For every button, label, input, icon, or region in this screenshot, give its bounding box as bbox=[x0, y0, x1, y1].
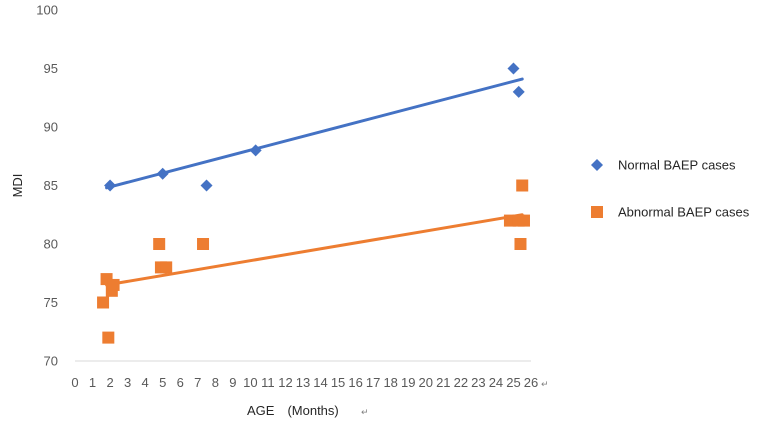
data-point-abnormal bbox=[197, 238, 210, 250]
y-tick-label: 80 bbox=[44, 237, 58, 252]
x-tick-label: 16 bbox=[348, 375, 362, 390]
legend-label: Abnormal BAEP cases bbox=[618, 205, 750, 220]
y-axis: 70 75 80 85 90 95 100 bbox=[36, 3, 58, 369]
data-point-abnormal bbox=[517, 214, 530, 227]
x-tick-label: 24 bbox=[489, 375, 503, 390]
y-tick-label: 85 bbox=[44, 178, 58, 193]
y-tick-label: 100 bbox=[36, 3, 58, 18]
x-tick-label: 9 bbox=[229, 375, 236, 390]
x-tick-label: 22 bbox=[454, 375, 468, 390]
x-tick-label: 6 bbox=[177, 375, 184, 390]
data-point-abnormal bbox=[102, 331, 115, 344]
data-point-abnormal bbox=[107, 278, 120, 291]
data-point-normal bbox=[200, 179, 213, 192]
x-tick-label: 25 bbox=[506, 375, 520, 390]
data-point-normal bbox=[507, 62, 520, 75]
x-tick-label: 18 bbox=[383, 375, 397, 390]
x-tick-label: 3 bbox=[124, 375, 131, 390]
x-tick-label: 20 bbox=[419, 375, 433, 390]
legend-label: Normal BAEP cases bbox=[618, 158, 736, 173]
x-tick-label: 21 bbox=[436, 375, 450, 390]
series-2 bbox=[97, 179, 530, 344]
trendline-2 bbox=[105, 213, 524, 287]
x-tick-label: 8 bbox=[212, 375, 219, 390]
x-tick-label: 15 bbox=[331, 375, 345, 390]
x-tick-label: 26 bbox=[524, 375, 538, 390]
x-tick-label: 13 bbox=[296, 375, 310, 390]
data-point-normal bbox=[249, 144, 262, 157]
legend-marker-normal bbox=[591, 159, 603, 171]
data-point-normal bbox=[512, 85, 525, 98]
data-point-abnormal bbox=[514, 238, 527, 250]
x-axis-title-group: AGE (Months) ↵ bbox=[247, 403, 369, 418]
data-point-normal bbox=[104, 179, 117, 192]
x-tick-label: 11 bbox=[261, 375, 275, 390]
x-tick-label: 14 bbox=[313, 375, 327, 390]
data-point-normal bbox=[156, 167, 169, 180]
x-tick-label: 19 bbox=[401, 375, 415, 390]
y-tick-label: 95 bbox=[44, 61, 58, 76]
x-axis-title-return-mark: ↵ bbox=[361, 408, 369, 418]
legend-marker-abnormal bbox=[591, 206, 603, 218]
x-axis: 0 1 2 3 4 5 6 7 8 9 10 11 12 13 14 15 16 17 18 19 20 21 22 23 24… bbox=[71, 360, 538, 390]
x-tick-label: 5 bbox=[159, 375, 166, 390]
x-tick-label: 23 bbox=[471, 375, 485, 390]
x-axis-title: AGE (Months) bbox=[247, 403, 339, 418]
x-tick-label: 4 bbox=[142, 375, 149, 390]
x-tick-label: 10 bbox=[243, 375, 257, 390]
legend: Normal BAEP cases Abnormal BAEP cases bbox=[591, 158, 750, 220]
series-1 bbox=[104, 62, 525, 192]
y-tick-label: 90 bbox=[44, 120, 58, 135]
trendline-1 bbox=[105, 77, 524, 190]
y-axis-title: MDI bbox=[10, 174, 25, 198]
plot-area bbox=[97, 62, 530, 344]
x-tick-label: 0 bbox=[71, 375, 78, 390]
x-tick-label: 17 bbox=[366, 375, 380, 390]
data-point-abnormal bbox=[160, 261, 173, 274]
data-point-abnormal bbox=[153, 238, 166, 250]
data-point-abnormal bbox=[97, 296, 110, 309]
x-tick-label: 7 bbox=[194, 375, 201, 390]
x-tick-label: 1 bbox=[89, 375, 96, 390]
x-tick-label: 2 bbox=[106, 375, 113, 390]
y-tick-label: 70 bbox=[44, 354, 58, 369]
y-tick-label: 75 bbox=[44, 295, 58, 310]
data-point-abnormal bbox=[516, 179, 529, 192]
x-tick-label: 12 bbox=[278, 375, 292, 390]
x-axis-ticks-return-mark: ↵ bbox=[541, 380, 549, 390]
